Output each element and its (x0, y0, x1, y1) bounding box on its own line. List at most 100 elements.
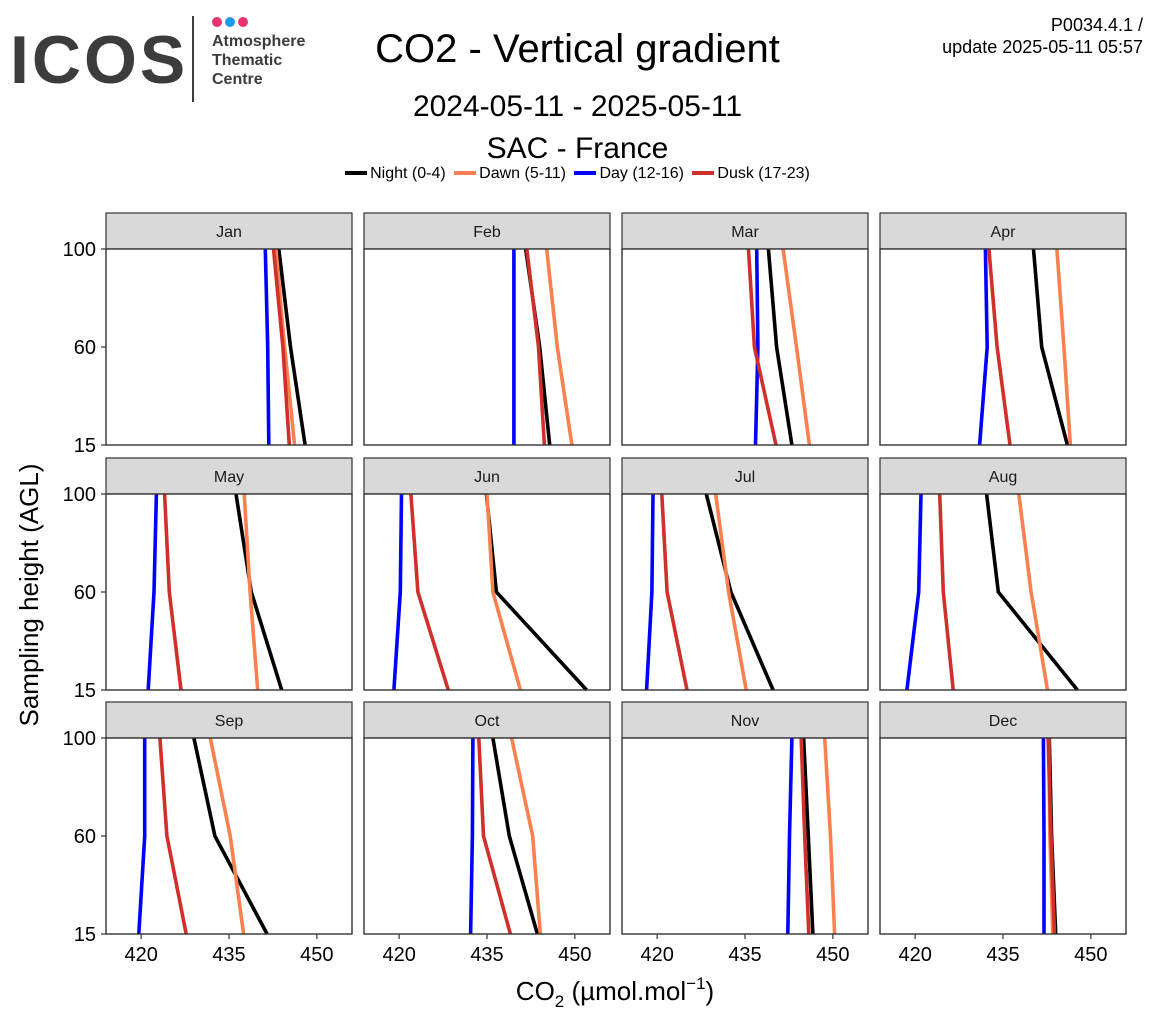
logo-dot-2 (225, 17, 235, 27)
series-line (146, 493, 159, 691)
facet-strip (879, 701, 1127, 739)
series-line (1017, 493, 1050, 691)
series-line (1046, 737, 1057, 935)
facet-label: Aug (989, 469, 1017, 486)
x-tick-label: 435 (728, 944, 761, 966)
series-line (660, 493, 689, 691)
series-line (766, 248, 794, 446)
legend-swatch (692, 170, 715, 175)
series-line (491, 737, 540, 935)
x-axis-title: CO2 (µmol.mol−1) (516, 974, 714, 1011)
series-line (644, 493, 655, 691)
logo-dot-3 (238, 17, 248, 27)
facet-label: Dec (989, 713, 1017, 730)
x-tick-label: 435 (986, 944, 1019, 966)
facet-label: May (214, 469, 244, 486)
y-tick-label: 100 (63, 728, 96, 750)
chart-title: CO2 - Vertical gradient (375, 27, 780, 71)
legend: Night (0-4) Dawn (5-11) Day (12-16) Dusk… (0, 165, 1155, 183)
y-tick-label: 100 (63, 484, 96, 506)
series-line (208, 737, 246, 935)
series-line (987, 248, 1012, 446)
series-line (137, 738, 147, 935)
facet-strip (105, 212, 353, 250)
series-line (192, 737, 269, 935)
y-tick-label: 15 (74, 924, 96, 946)
facet-label: Oct (475, 713, 500, 730)
logo-sub-line-2: Thematic (212, 52, 283, 69)
series-line (1041, 737, 1046, 934)
series-line (263, 248, 271, 446)
x-tick-label: 420 (898, 944, 931, 966)
facet-label: Jul (735, 469, 755, 486)
series-line (158, 737, 188, 935)
logo-dots-icon (212, 14, 251, 27)
y-tick-label: 100 (63, 239, 96, 261)
x-tick-label: 435 (212, 944, 245, 966)
logo-wordmark: ICOS (10, 22, 189, 98)
series-line (704, 493, 775, 691)
facet-label: Nov (731, 713, 759, 730)
panel-border (363, 248, 611, 446)
x-tick-label: 435 (470, 944, 503, 966)
series-line (937, 493, 955, 691)
series-line (509, 737, 543, 935)
facet-strip (879, 212, 1127, 250)
logo-sub-line-3: Centre (212, 71, 263, 88)
legend-item-day: Day (12-16) (574, 165, 684, 183)
series-line (271, 248, 292, 446)
icos-logo: ICOS Atmosphere Thematic Centre (10, 12, 330, 107)
facet-strip (621, 701, 869, 739)
facet-strip (879, 457, 1127, 495)
series-line (822, 737, 837, 935)
panel-background (364, 249, 610, 445)
legend-swatch (454, 170, 477, 175)
y-tick-label: 15 (74, 435, 96, 457)
series-line (781, 248, 812, 446)
x-tick-label: 450 (1074, 944, 1107, 966)
y-tick-label: 15 (74, 680, 96, 702)
series-line (801, 737, 815, 935)
legend-item-night: Night (0-4) (345, 165, 446, 183)
facet-strip (621, 457, 869, 495)
series-line (786, 737, 794, 935)
logo-subtitle: Atmosphere Thematic Centre (212, 32, 305, 89)
series-line (977, 248, 990, 446)
y-tick-label: 60 (74, 582, 96, 604)
x-tick-label: 420 (382, 944, 415, 966)
facet-strip (105, 457, 353, 495)
x-tick-label: 450 (300, 944, 333, 966)
panel-border (879, 493, 1127, 691)
update-info: P0034.4.1 / update 2025-05-11 05:57 (942, 14, 1143, 58)
panel-border (879, 248, 1127, 446)
facet-label: Jun (474, 469, 500, 486)
update-timestamp: update 2025-05-11 05:57 (942, 37, 1143, 57)
series-line (162, 493, 183, 691)
facet-label: Jan (216, 224, 242, 241)
series-line (525, 248, 547, 446)
series-line (746, 248, 778, 446)
facet-label: Apr (991, 224, 1017, 241)
panel-border (621, 248, 869, 446)
panel-background (106, 494, 352, 690)
legend-label: Dawn (5-11) (479, 165, 566, 182)
panel-background (106, 249, 352, 445)
panel-background (880, 249, 1126, 445)
panel-border (363, 493, 611, 691)
facet-label: Mar (731, 224, 759, 241)
logo-dot-1 (212, 17, 222, 27)
series-line (905, 493, 923, 691)
facet-strip (363, 212, 611, 250)
series-line (242, 493, 260, 691)
series-line (277, 248, 307, 446)
series-line (1055, 248, 1073, 446)
y-tick-label: 60 (74, 337, 96, 359)
panel-background (364, 738, 610, 934)
series-line (1031, 248, 1070, 446)
legend-label: Night (0-4) (370, 165, 446, 182)
series-line (392, 493, 404, 691)
panel-background (364, 494, 610, 690)
y-tick-label: 60 (74, 826, 96, 848)
legend-item-dawn: Dawn (5-11) (454, 165, 566, 183)
site-name: SAC - France (486, 132, 669, 165)
